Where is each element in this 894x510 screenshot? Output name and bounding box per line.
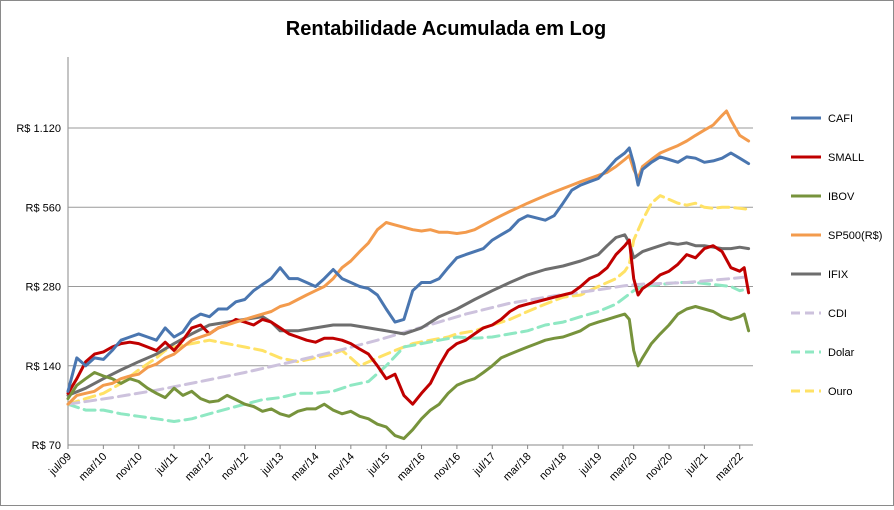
x-tick-label: mar/14 <box>289 451 322 484</box>
x-tick-label: nov/16 <box>431 451 463 483</box>
x-tick-label: nov/20 <box>643 451 675 483</box>
x-tick-label: nov/18 <box>537 451 569 483</box>
legend: CAFI SMALL IBOV SP500(R$) IFIX CDI Dolar Ouro <box>791 113 882 398</box>
y-axis-labels: R$ 70 R$ 140 R$ 280 R$ 560 R$ 1.120 <box>16 123 61 452</box>
legend-label-ifix: IFIX <box>828 269 849 281</box>
x-tick-label: mar/12 <box>183 451 216 484</box>
y-tick-label: R$ 280 <box>26 282 61 294</box>
series-line-sp500-r <box>66 109 751 406</box>
x-tick-label: nov/10 <box>113 451 145 483</box>
x-tick-label: jul/17 <box>471 451 499 479</box>
y-tick-label: R$ 1.120 <box>16 123 61 135</box>
x-tick-label: jul/21 <box>683 451 711 479</box>
series-line-ibov <box>66 305 751 441</box>
legend-label-ouro: Ouro <box>828 386 852 398</box>
x-tick-label: jul/19 <box>577 451 605 479</box>
x-tick-label: jul/15 <box>365 451 393 479</box>
legend-label-ibov: IBOV <box>828 191 855 203</box>
x-tick-label: jul/11 <box>153 451 180 478</box>
series-line-cafi <box>66 146 751 393</box>
series-line-ouro <box>66 194 751 406</box>
x-tick-label: mar/10 <box>77 451 110 484</box>
y-tick-label: R$ 70 <box>32 440 61 452</box>
legend-label-small: SMALL <box>828 152 864 164</box>
y-tick-label: R$ 140 <box>26 361 61 373</box>
chart-title: Rentabilidade Acumulada em Log <box>286 18 606 40</box>
x-tick-label: mar/16 <box>395 451 428 484</box>
legend-label-cafi: CAFI <box>828 113 853 125</box>
x-tick-label: mar/22 <box>713 451 746 484</box>
series-lines <box>66 109 751 441</box>
x-tick-label: nov/12 <box>219 451 251 483</box>
legend-label-sp500-r: SP500(R$) <box>828 230 882 242</box>
series-line-ifix <box>66 233 751 397</box>
x-tick-label: nov/14 <box>325 451 357 483</box>
y-tick-label: R$ 560 <box>26 202 61 214</box>
x-tick-label: mar/20 <box>607 451 640 484</box>
x-tick-label: mar/18 <box>501 451 534 484</box>
legend-label-dolar: Dolar <box>828 347 855 359</box>
series-line-small <box>66 238 751 406</box>
x-axis-labels: jul/09 mar/10 nov/10 jul/11 mar/12 nov/12 jul/… <box>46 445 746 483</box>
x-tick-label: jul/13 <box>258 451 286 479</box>
series-line-cdi <box>66 275 751 406</box>
gridlines <box>67 57 753 446</box>
legend-label-cdi: CDI <box>828 308 847 320</box>
x-tick-label: jul/09 <box>46 451 74 479</box>
